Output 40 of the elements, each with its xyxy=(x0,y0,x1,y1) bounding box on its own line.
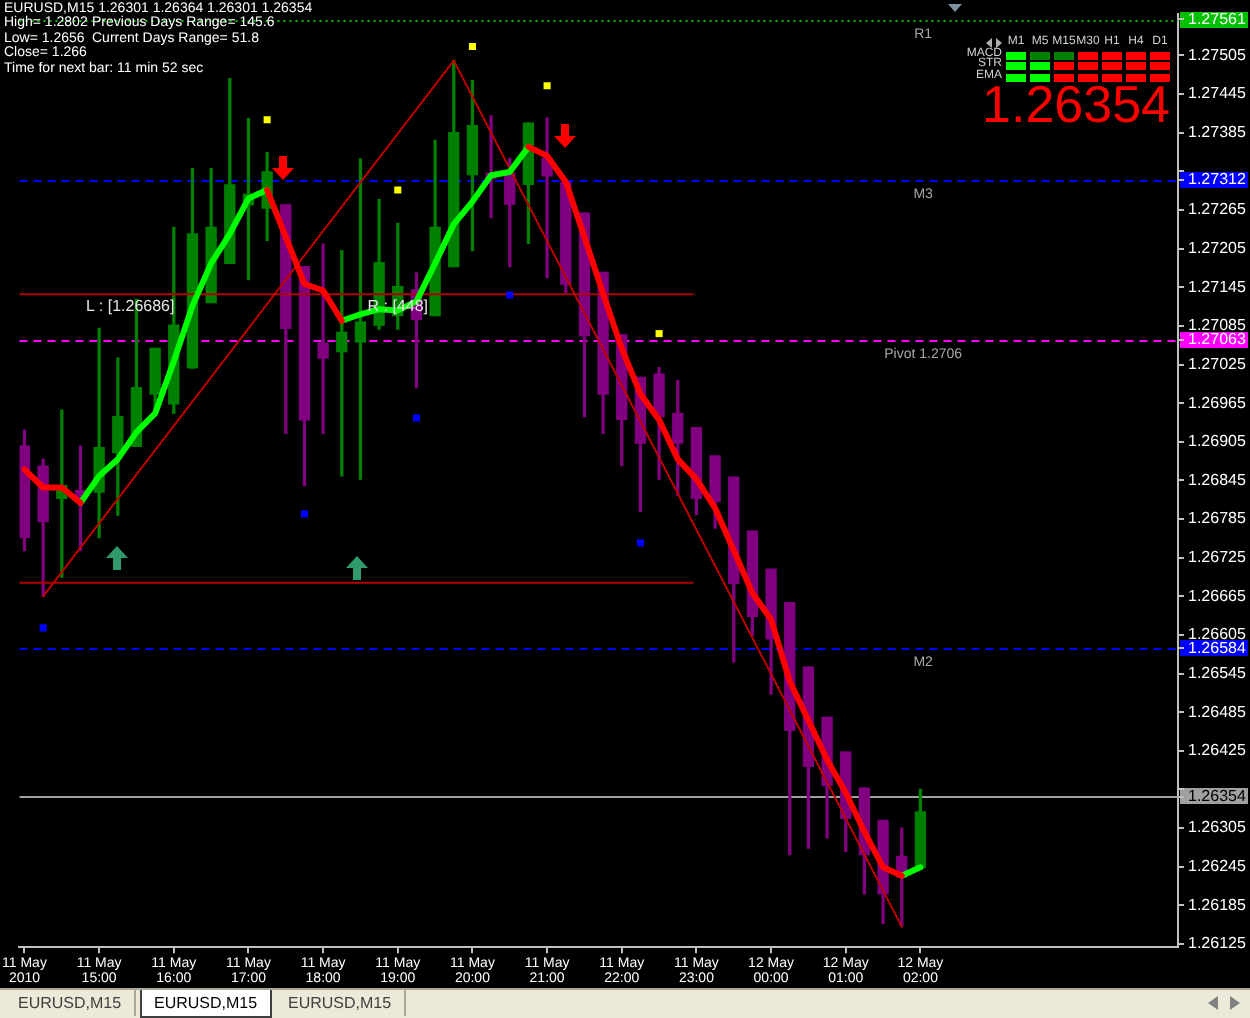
y-tick-label: 1.26125 xyxy=(1188,934,1247,953)
point xyxy=(394,186,402,194)
point xyxy=(506,291,514,299)
point xyxy=(636,539,644,547)
y-tick-label: 1.26965 xyxy=(1188,393,1247,412)
y-tick-label: 1.26785 xyxy=(1188,509,1247,528)
y-tick-label: 1.27145 xyxy=(1188,277,1247,296)
y-tick-label: 1.27561 xyxy=(1188,9,1247,28)
point xyxy=(412,414,420,422)
y-tick-label: 1.26185 xyxy=(1188,895,1247,914)
y-tick-label: 1.27025 xyxy=(1188,354,1247,373)
y-tick-label: 1.26584 xyxy=(1188,638,1247,657)
y-tick-label: 1.26905 xyxy=(1188,432,1247,451)
y-tick-label: 1.26725 xyxy=(1188,548,1247,567)
y-tick-label: 1.26425 xyxy=(1188,741,1247,760)
y-tick-label: 1.27312 xyxy=(1188,170,1247,189)
y-tick-label: 1.26354 xyxy=(1188,786,1247,805)
y-tick-label: 1.26845 xyxy=(1188,470,1247,489)
y-tick-label: 1.26545 xyxy=(1188,663,1247,682)
point xyxy=(655,330,663,338)
y-tick-label: 1.26605 xyxy=(1188,625,1247,644)
y-tick-label: 1.27385 xyxy=(1188,123,1247,142)
text: EURUSD,M15 xyxy=(276,990,406,1016)
y-tick-label: 1.27265 xyxy=(1188,200,1247,219)
y-tick-label: 1.26485 xyxy=(1188,702,1247,721)
point xyxy=(39,624,47,632)
y-tick-label: 1.27085 xyxy=(1188,316,1247,335)
point xyxy=(263,116,271,124)
text: EURUSD,M15 xyxy=(6,990,136,1016)
point xyxy=(468,42,476,50)
y-tick-label: 1.27205 xyxy=(1188,239,1247,258)
y-tick-label: 1.27063 xyxy=(1188,330,1247,349)
point xyxy=(300,510,308,518)
y-tick-label: 1.27445 xyxy=(1188,84,1247,103)
y-tick-label: 1.27505 xyxy=(1188,45,1247,64)
text: EURUSD,M15 xyxy=(140,990,272,1018)
y-tick-label: 1.26305 xyxy=(1188,818,1247,837)
y-tick-label: 1.26245 xyxy=(1188,857,1247,876)
point xyxy=(543,82,551,90)
y-tick-label: 1.26665 xyxy=(1188,586,1247,605)
